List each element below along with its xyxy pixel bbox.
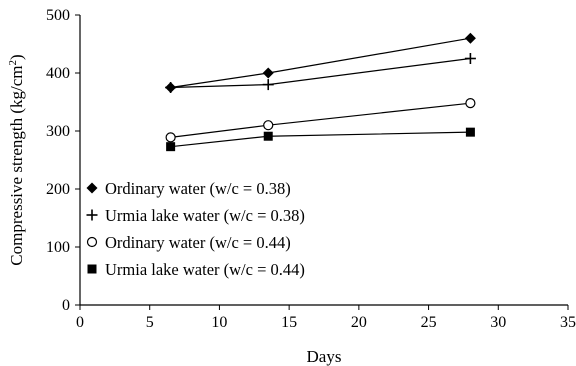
legend: Ordinary water (w/c = 0.38) Urmia lake wa… <box>86 179 305 279</box>
legend-item: Ordinary water (w/c = 0.44) <box>86 233 291 252</box>
series-line-2 <box>170 57 471 89</box>
series-line-4 <box>170 131 471 148</box>
y-tick-label: 0 <box>62 297 70 314</box>
x-axis-title: Days <box>307 347 342 366</box>
data-point <box>165 132 176 143</box>
data-point <box>262 79 274 91</box>
x-tick-label: 35 <box>560 314 576 331</box>
data-point <box>465 98 476 109</box>
data-point <box>262 67 274 79</box>
legend-label: Urmia lake water (w/c = 0.44) <box>105 260 305 279</box>
plot-area: 0 5 10 15 20 25 30 35 0 100 200 300 400 500 <box>46 7 576 331</box>
series-line-3 <box>170 102 471 138</box>
data-point <box>165 82 177 93</box>
data-point <box>464 53 476 64</box>
x-tick-label: 15 <box>281 314 297 331</box>
y-tick-label: 300 <box>46 123 70 140</box>
legend-label: Urmia lake water (w/c = 0.38) <box>105 206 305 225</box>
legend-marker <box>86 236 98 248</box>
y-axis-title-tail: ) <box>7 54 26 60</box>
x-tick-label: 30 <box>490 314 506 331</box>
y-axis-title-superscript: 2 <box>7 60 19 66</box>
legend-marker <box>87 264 97 274</box>
y-axis-title-main: Compressive strength (kg/cm <box>7 65 26 265</box>
x-tick-label: 25 <box>421 314 437 331</box>
x-tick-label: 0 <box>76 314 84 331</box>
data-point <box>263 131 273 141</box>
legend-marker <box>86 182 98 194</box>
y-tick-label: 500 <box>46 7 70 24</box>
x-tick-label: 5 <box>146 314 154 331</box>
data-point <box>166 142 176 152</box>
y-tick-label: 100 <box>46 239 70 256</box>
legend-item: Urmia lake water (w/c = 0.38) <box>86 206 305 225</box>
data-point <box>263 120 274 131</box>
legend-label: Ordinary water (w/c = 0.38) <box>105 179 291 198</box>
y-axis-title: Compressive strength (kg/cm2) <box>7 54 26 265</box>
legend-item: Urmia lake water (w/c = 0.44) <box>87 260 305 279</box>
legend-label: Ordinary water (w/c = 0.44) <box>105 233 291 252</box>
x-tick-label: 10 <box>211 314 227 331</box>
y-tick-label: 200 <box>46 181 70 198</box>
x-axis-ticks: 0 5 10 15 20 25 30 35 <box>76 305 576 331</box>
y-axis-ticks: 0 100 200 300 400 500 <box>46 7 80 314</box>
series-lines <box>170 37 471 148</box>
series-markers <box>165 32 476 152</box>
series-line-1 <box>170 37 471 89</box>
legend-marker <box>86 209 98 221</box>
data-point <box>465 127 475 137</box>
data-point <box>464 32 476 44</box>
legend-item: Ordinary water (w/c = 0.38) <box>86 179 291 198</box>
y-tick-label: 400 <box>46 65 70 82</box>
x-tick-label: 20 <box>351 314 367 331</box>
